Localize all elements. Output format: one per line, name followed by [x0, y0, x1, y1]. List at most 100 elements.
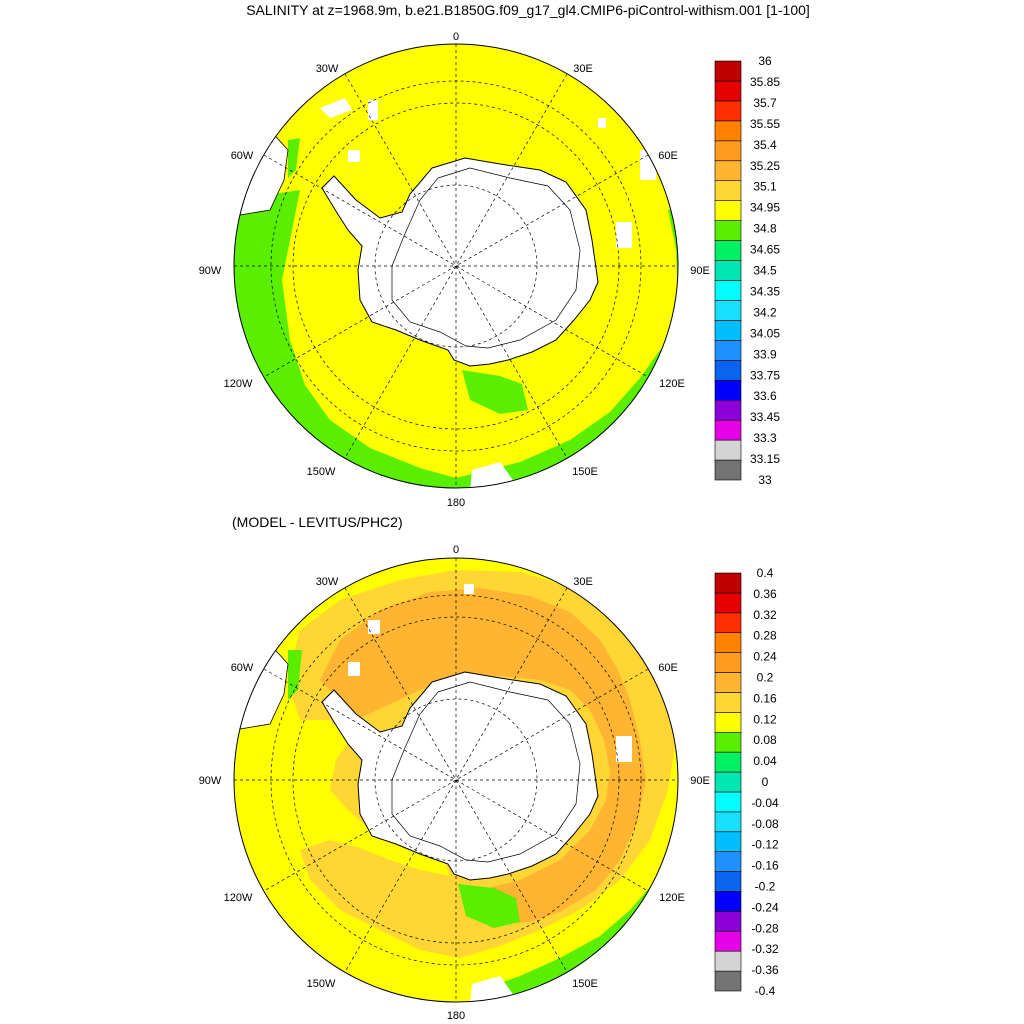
difference-colorbar-box: [714, 831, 742, 852]
difference-colorbar-label: -0.36: [751, 963, 779, 977]
difference-lon-label-30w: 30W: [316, 576, 339, 588]
salinity-colorbar-box: [714, 240, 742, 261]
difference-colorbar-label: -0.16: [751, 859, 779, 873]
salinity-colorbar-label: 34.8: [753, 222, 777, 236]
salinity-lon-label-60e: 60E: [658, 150, 678, 162]
salinity-colorbar-box: [714, 100, 742, 122]
difference-colorbar-label: -0.04: [751, 796, 779, 810]
salinity-colorbar-label: 35.1: [753, 180, 777, 194]
difference-missing-spots: [348, 584, 632, 1002]
difference-band-orange: [320, 588, 646, 924]
salinity-lon-label-0: 0: [453, 31, 459, 43]
salinity-grounding-line: [391, 167, 581, 349]
salinity-lon-label-30e: 30E: [573, 63, 593, 75]
difference-colorbar-label: -0.12: [751, 838, 779, 852]
salinity-colorbar-box: [714, 140, 742, 162]
difference-colorbar-box: [714, 771, 742, 793]
salinity-colorbar: 33 33.15 33.3 33.45 33.6 33.75 33.9 34.05 34.2 34…: [714, 54, 780, 487]
salinity-colorbar-box: [714, 439, 742, 461]
difference-colorbar-label: 0.32: [753, 608, 777, 622]
salinity-colorbar-label: 35.7: [753, 96, 777, 110]
difference-graticule-meridians: [234, 558, 678, 1002]
salinity-colorbar-label: 35.55: [750, 117, 780, 131]
salinity-colorbar-label: 33.15: [750, 452, 780, 466]
salinity-graticule-meridians: [234, 44, 678, 488]
salinity-colorbar-label: 33.9: [753, 347, 777, 361]
difference-colorbar-box: [714, 712, 742, 733]
difference-colorbar-box: [714, 612, 742, 634]
difference-antarctica: [321, 671, 599, 881]
difference-colorbar-label: -0.2: [755, 880, 776, 894]
salinity-colorbar-label: 34.95: [750, 201, 780, 215]
difference-title: (MODEL - LEVITUS/PHC2): [232, 514, 403, 530]
difference-colorbar-box: [714, 572, 742, 594]
salinity-colorbar-box: [714, 160, 742, 182]
salinity-colorbar-label: 34.65: [750, 243, 780, 257]
difference-lon-label-150e: 150E: [572, 978, 598, 990]
difference-map-border: [233, 557, 679, 1003]
salinity-colorbar-box: [714, 200, 742, 221]
salinity-colorbar-label: 35.85: [750, 75, 780, 89]
salinity-colorbar-box: [714, 260, 742, 281]
difference-colorbar-box: [714, 592, 742, 614]
salinity-colorbar-label: 34.35: [750, 284, 780, 298]
salinity-colorbar-label: 34.5: [753, 264, 777, 278]
difference-lon-label-30e: 30E: [573, 576, 593, 588]
salinity-colorbar-box: [714, 60, 742, 82]
difference-colorbar-box: [714, 970, 742, 992]
difference-lon-label-0: 0: [453, 544, 459, 556]
salinity-lon-label-90e: 90E: [690, 265, 710, 277]
difference-colorbar-box: [714, 652, 742, 673]
salinity-lon-label-60w: 60W: [231, 150, 254, 162]
difference-colorbar-box: [714, 911, 742, 932]
salinity-colorbar-box: [714, 280, 742, 301]
difference-colorbar-label: 0.04: [753, 754, 777, 768]
difference-colorbar-label: -0.08: [751, 817, 779, 831]
salinity-lon-label-120w: 120W: [224, 378, 253, 390]
salinity-map-border: [233, 43, 679, 489]
difference-colorbar-box: [714, 731, 742, 753]
difference-peninsula-patch: [288, 650, 302, 700]
difference-lon-label-90e: 90E: [690, 775, 710, 787]
difference-colorbar-label: 0.12: [753, 712, 777, 726]
salinity-colorbar-box: [714, 379, 742, 401]
salinity-colorbar-box: [714, 359, 742, 381]
difference-colorbar-label: -0.24: [751, 900, 779, 914]
salinity-ross-patch: [462, 370, 528, 414]
difference-lon-label-90w: 90W: [199, 775, 222, 787]
difference-colorbar-box: [714, 851, 742, 872]
difference-colorbar-label: 0.28: [753, 629, 777, 643]
salinity-lon-label-90w: 90W: [199, 265, 222, 277]
salinity-colorbar-label: 33.6: [753, 389, 777, 403]
salinity-lon-label-150w: 150W: [307, 466, 336, 478]
difference-colorbar-box: [714, 751, 742, 773]
salinity-colorbar-box: [714, 320, 742, 341]
salinity-colorbar-box: [714, 120, 742, 142]
difference-colorbar-label: -0.28: [751, 921, 779, 935]
difference-lon-label-60e: 60E: [658, 662, 678, 674]
salinity-lon-label-150e: 150E: [572, 466, 598, 478]
salinity-colorbar-box: [714, 180, 742, 201]
difference-colorbar-box: [714, 632, 742, 653]
difference-colorbar-label: 0: [762, 775, 769, 789]
salinity-colorbar-label: 35.25: [750, 159, 780, 173]
salinity-colorbar-label: 35.4: [753, 138, 777, 152]
salinity-colorbar-box: [714, 419, 742, 441]
difference-colorbar-box: [714, 672, 742, 693]
salinity-colorbar-label: 33.3: [753, 431, 777, 445]
difference-colorbar-box: [714, 891, 742, 912]
difference-lon-label-60w: 60W: [231, 662, 254, 674]
difference-colorbar-label: 0.36: [753, 587, 777, 601]
difference-lon-label-120w: 120W: [224, 892, 253, 904]
difference-colorbar-label: 0.2: [757, 671, 774, 685]
main-title: SALINITY at z=1968.9m, b.e21.B1850G.f09_…: [246, 2, 810, 18]
difference-ross-patch: [458, 884, 520, 928]
difference-grounding-line: [391, 681, 581, 863]
salinity-colorbar-label: 33.75: [750, 368, 780, 382]
salinity-colorbar-label: 36: [758, 54, 772, 68]
difference-colorbar-box: [714, 871, 742, 892]
salinity-colorbar-box: [714, 80, 742, 102]
difference-lon-label-150w: 150W: [307, 978, 336, 990]
difference-colorbar-box: [714, 791, 742, 813]
